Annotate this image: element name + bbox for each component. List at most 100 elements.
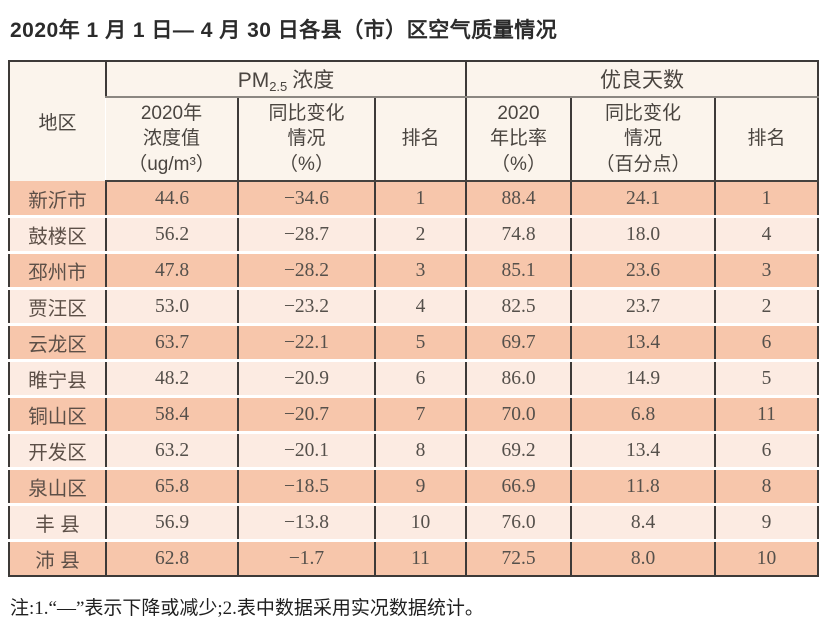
col-group-good-days: 优良天数	[464, 61, 819, 98]
cell-pm-value: 53.0	[105, 287, 238, 325]
cell-ratio-change: 23.7	[570, 287, 715, 325]
cell-pm-change: −1.7	[237, 539, 375, 576]
cell-ratio-rank: 10	[713, 539, 819, 576]
cell-ratio-change: 8.0	[570, 539, 715, 576]
cell-ratio-rank: 3	[713, 251, 819, 289]
table-row: 沛 县 62.8 −1.7 11 72.5 8.0 10	[9, 539, 819, 576]
cell-pm-rank: 6	[374, 359, 466, 397]
cell-region: 丰 县	[9, 503, 106, 541]
cell-region: 邳州市	[9, 251, 106, 289]
cell-pm-change: −23.2	[237, 287, 375, 325]
col-header-ratio-rank: 排名	[713, 97, 819, 182]
table-row: 贾汪区 53.0 −23.2 4 82.5 23.7 2	[9, 287, 819, 325]
cell-ratio-change: 8.4	[570, 503, 715, 541]
table-row: 鼓楼区 56.2 −28.7 2 74.8 18.0 4	[9, 215, 819, 253]
cell-pm-rank: 7	[374, 395, 466, 433]
cell-ratio-rank: 4	[713, 215, 819, 253]
col-header-region: 地区	[9, 61, 106, 181]
col-header-ratio-change: 同比变化 情况 （百分点）	[570, 97, 715, 182]
cell-ratio-change: 13.4	[570, 431, 715, 469]
cell-ratio-change: 6.8	[570, 395, 715, 433]
cell-pm-rank: 11	[374, 539, 466, 576]
col-group-pm25: PM2.5 浓度	[105, 61, 466, 98]
table-row: 新沂市 44.6 −34.6 1 88.4 24.1 1	[9, 181, 819, 217]
cell-pm-rank: 4	[374, 287, 466, 325]
table-row: 睢宁县 48.2 −20.9 6 86.0 14.9 5	[9, 359, 819, 397]
cell-ratio: 74.8	[465, 215, 571, 253]
cell-ratio-rank: 6	[713, 323, 819, 361]
table-body: 新沂市 44.6 −34.6 1 88.4 24.1 1 鼓楼区 56.2 −2…	[9, 181, 819, 576]
cell-pm-change: −28.2	[237, 251, 375, 289]
cell-pm-value: 63.7	[105, 323, 238, 361]
cell-pm-change: −20.9	[237, 359, 375, 397]
cell-ratio-change: 11.8	[570, 467, 715, 505]
cell-ratio: 66.9	[465, 467, 571, 505]
cell-ratio-change: 18.0	[570, 215, 715, 253]
table-row: 邳州市 47.8 −28.2 3 85.1 23.6 3	[9, 251, 819, 289]
cell-region: 铜山区	[9, 395, 106, 433]
cell-region: 云龙区	[9, 323, 106, 361]
cell-ratio: 85.1	[465, 251, 571, 289]
table-row: 泉山区 65.8 −18.5 9 66.9 11.8 8	[9, 467, 819, 505]
pm25-label-prefix: PM	[237, 69, 270, 92]
cell-pm-value: 63.2	[105, 431, 238, 469]
cell-pm-value: 47.8	[105, 251, 238, 289]
page-title: 2020年 1 月 1 日— 4 月 30 日各县（市）区空气质量情况	[10, 19, 558, 42]
table-row: 开发区 63.2 −20.1 8 69.2 13.4 6	[9, 431, 819, 469]
cell-pm-value: 62.8	[105, 539, 238, 576]
cell-pm-rank: 9	[374, 467, 466, 505]
table-header: 地区 PM2.5 浓度 优良天数 2020年 浓度值 （ug/m³） 同比变化 情…	[9, 61, 819, 182]
cell-ratio-change: 13.4	[570, 323, 715, 361]
col-header-pm-rank: 排名	[374, 97, 466, 182]
cell-pm-value: 56.9	[105, 503, 238, 541]
table-row: 云龙区 63.7 −22.1 5 69.7 13.4 6	[9, 323, 819, 361]
cell-ratio-rank: 2	[713, 287, 819, 325]
table-row: 铜山区 58.4 −20.7 7 70.0 6.8 11	[9, 395, 819, 433]
cell-pm-change: −18.5	[237, 467, 375, 505]
cell-ratio: 88.4	[465, 181, 571, 217]
cell-region: 新沂市	[9, 181, 106, 217]
table-row: 丰 县 56.9 −13.8 10 76.0 8.4 9	[9, 503, 819, 541]
header-sub-row: 2020年 浓度值 （ug/m³） 同比变化 情况 （%） 排名 2020 年比…	[9, 97, 819, 182]
cell-ratio-rank: 6	[713, 431, 819, 469]
cell-ratio-change: 23.6	[570, 251, 715, 289]
cell-ratio-rank: 9	[713, 503, 819, 541]
cell-pm-rank: 2	[374, 215, 466, 253]
cell-ratio: 82.5	[465, 287, 571, 325]
col-header-pm-value: 2020年 浓度值 （ug/m³）	[106, 97, 238, 182]
col-header-pm-change: 同比变化 情况 （%）	[237, 97, 375, 182]
cell-pm-rank: 1	[374, 181, 466, 217]
pm25-label-subscript: 2.5	[269, 79, 288, 94]
cell-ratio-rank: 11	[713, 395, 819, 433]
cell-region: 沛 县	[9, 539, 106, 576]
cell-ratio-rank: 5	[713, 359, 819, 397]
cell-pm-value: 56.2	[105, 215, 238, 253]
cell-pm-change: −13.8	[237, 503, 375, 541]
header-group-row: 地区 PM2.5 浓度 优良天数	[9, 61, 819, 181]
cell-pm-change: −20.1	[237, 431, 375, 469]
cell-pm-value: 48.2	[105, 359, 238, 397]
cell-pm-value: 44.6	[105, 181, 238, 217]
air-quality-table: 地区 PM2.5 浓度 优良天数 2020年 浓度值 （ug/m³） 同比变化 情…	[8, 60, 820, 577]
footnote: 注:1.“—”表示下降或减少;2.表中数据采用实况数据统计。	[10, 598, 484, 619]
col-header-ratio: 2020 年比率 （%）	[465, 97, 571, 182]
cell-ratio: 76.0	[465, 503, 571, 541]
cell-ratio: 69.7	[465, 323, 571, 361]
cell-region: 泉山区	[9, 467, 106, 505]
cell-pm-change: −20.7	[237, 395, 375, 433]
cell-ratio: 86.0	[465, 359, 571, 397]
cell-region: 开发区	[9, 431, 106, 469]
cell-pm-rank: 3	[374, 251, 466, 289]
cell-ratio: 69.2	[465, 431, 571, 469]
cell-pm-change: −28.7	[237, 215, 375, 253]
cell-pm-rank: 5	[374, 323, 466, 361]
cell-pm-rank: 10	[374, 503, 466, 541]
cell-region: 睢宁县	[9, 359, 106, 397]
cell-pm-value: 65.8	[105, 467, 238, 505]
cell-ratio-rank: 1	[713, 181, 819, 217]
cell-pm-change: −22.1	[237, 323, 375, 361]
cell-pm-change: −34.6	[237, 181, 375, 217]
cell-pm-rank: 8	[374, 431, 466, 469]
cell-ratio-change: 24.1	[570, 181, 715, 217]
